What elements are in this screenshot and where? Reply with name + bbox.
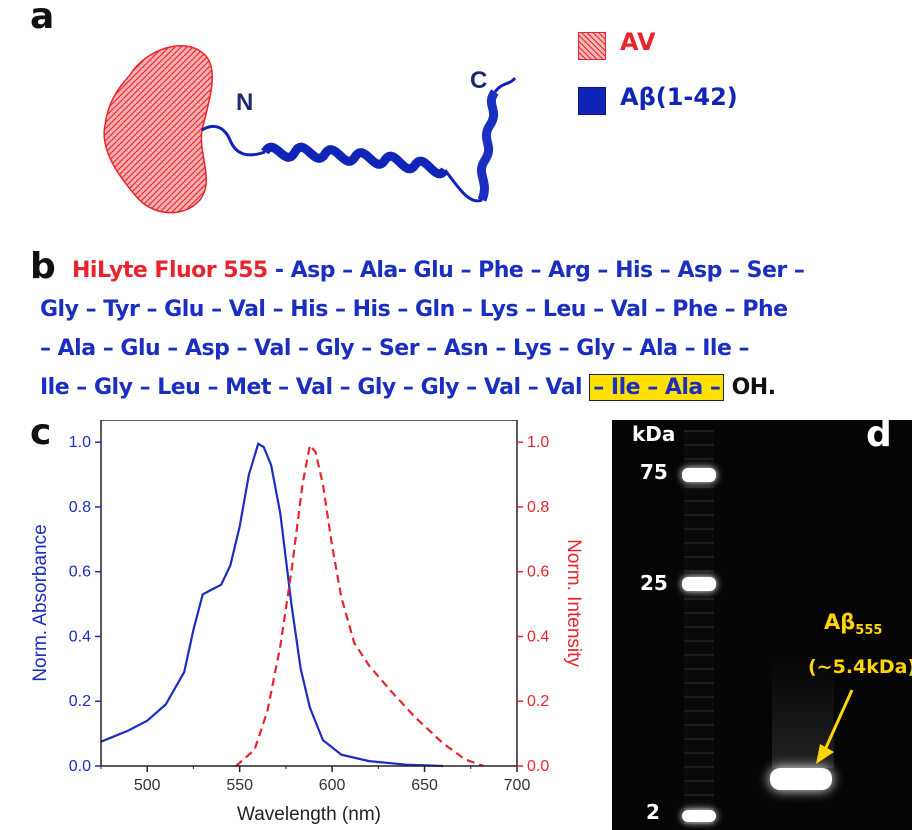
plot-area — [101, 420, 517, 766]
y-tick-label-left: 0.6 — [69, 564, 91, 581]
abeta555-band — [770, 768, 832, 790]
ladder-band-75 — [682, 468, 716, 482]
ladder-label-25: 25 — [640, 571, 668, 595]
spectra-chart: 500 550 600 650 700 0.0 0.0 0.2 0.2 0.4 0.4 0.6 0.6 0… — [30, 420, 584, 825]
band-arrow — [816, 689, 854, 764]
panel-c-label: c — [30, 412, 52, 453]
x-tick-label: 650 — [411, 777, 438, 794]
abeta-legend-label: Aβ(1-42) — [620, 83, 738, 111]
x-tick-label: 600 — [319, 777, 346, 794]
y-tick-label-right: 0.6 — [527, 564, 549, 581]
y-tick-label-left: 0.2 — [69, 693, 91, 710]
ladder-lane — [684, 430, 714, 825]
n-terminus-label: N — [236, 89, 253, 116]
band-label: Aβ555 — [824, 610, 883, 639]
x-tick-label: 550 — [226, 777, 253, 794]
panel-a-label: a — [30, 0, 55, 37]
x-tick-label: 500 — [134, 777, 161, 794]
dye-label: HiLyte Fluor 555 — [72, 258, 268, 283]
protein-structure-image: N C — [103, 45, 517, 214]
band-size-label: (~5.4kDa) — [808, 656, 912, 678]
y-tick-label-right: 0.4 — [527, 628, 549, 645]
y-axis-label-right: Norm. Intensity — [563, 539, 584, 667]
ladder-label-2: 2 — [646, 800, 660, 824]
series-line-absorbance — [100, 442, 444, 768]
y-axis-label-left: Norm. Absorbance — [30, 524, 51, 681]
y-tick-label-right: 1.0 — [527, 434, 549, 451]
av-blob — [103, 45, 213, 214]
y-tick-label-left: 1.0 — [69, 434, 91, 451]
highlighted-residues: – Ile – Ala – — [589, 374, 725, 401]
sequence-line-2: Gly – Tyr – Glu – Val – His – His – Gln … — [40, 297, 788, 322]
av-legend-label: AV — [620, 28, 656, 56]
x-axis-label: Wavelength (nm) — [237, 804, 381, 825]
y-tick-label-left: 0.4 — [69, 628, 91, 645]
ladder-label-75: 75 — [640, 460, 668, 484]
panel-b-label: b — [30, 246, 56, 287]
ladder-band-25 — [682, 577, 716, 591]
sequence-line-3: – Ala – Glu – Asp – Val – Gly – Ser – As… — [40, 336, 750, 361]
plot-frame — [100, 420, 518, 767]
series-line-emission — [235, 442, 485, 768]
c-terminus-label: C — [470, 67, 487, 94]
y-tick-label-left: 0.0 — [69, 758, 91, 775]
x-tick-label: 700 — [504, 777, 531, 794]
sequence-line-4: Ile – Gly – Leu – Met – Val – Gly – Gly … — [40, 374, 776, 401]
ladder-band-2 — [682, 810, 716, 822]
abeta-legend-swatch — [578, 87, 606, 115]
y-tick-label-right: 0.2 — [527, 693, 549, 710]
gel-image: kDa 75 25 2 d Aβ555 (~5.4kDa) — [612, 414, 912, 830]
panel-d-label: d — [866, 414, 892, 455]
sequence-line-1: HiLyte Fluor 555 - Asp – Ala- Glu – Phe … — [72, 258, 805, 283]
y-tick-label-right: 0.8 — [527, 499, 549, 516]
kda-label: kDa — [632, 422, 676, 446]
y-tick-label-right: 0.0 — [527, 758, 549, 775]
av-legend-swatch — [578, 32, 606, 60]
y-tick-label-left: 0.8 — [69, 499, 91, 516]
